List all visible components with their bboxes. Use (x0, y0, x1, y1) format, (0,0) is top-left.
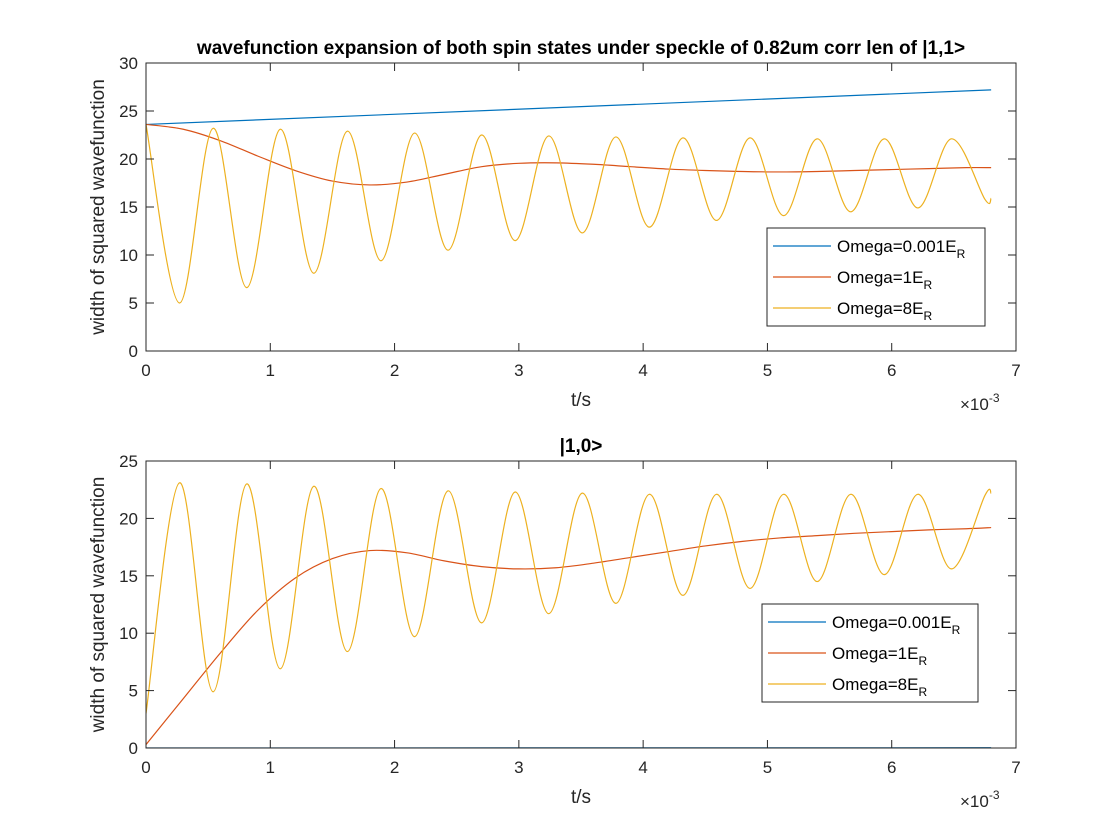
legend-entry-3: Omega=8ER (832, 675, 927, 699)
x-tick-label: 7 (1011, 758, 1020, 777)
legend-entry-3: Omega=8ER (837, 299, 932, 323)
legend-entry-1: Omega=0.001ER (832, 613, 961, 637)
y-tick-label: 0 (129, 739, 138, 758)
x-tick-label: 2 (390, 758, 399, 777)
y-tick-label: 20 (119, 509, 138, 528)
legend-entry-2: Omega=1ER (832, 644, 927, 668)
chart-title: wavefunction expansion of both spin stat… (196, 38, 965, 59)
series-group (146, 89, 992, 304)
x-tick-label: 6 (887, 758, 896, 777)
x-tick-label: 0 (141, 758, 150, 777)
y-tick-label: 5 (129, 294, 138, 313)
chart-panel-1: 0 1 2 3 4 5 6 7 0 5 10 15 20 25 30 ×10-3 t/s width of squ… (88, 38, 1021, 414)
x-tick-label: 3 (514, 361, 523, 380)
x-tick-label: 4 (638, 758, 647, 777)
chart-title: |1,0> (560, 436, 603, 457)
x-tick-label: 5 (763, 361, 772, 380)
x-axis-label: t/s (571, 787, 591, 808)
x-exponent-label: ×10-3 (960, 391, 1000, 414)
legend-entry-2: Omega=1ER (837, 268, 932, 292)
x-tick-label: 1 (266, 758, 275, 777)
x-exponent-label: ×10-3 (960, 788, 1000, 811)
legend: Omega=0.001ER Omega=1ER Omega=8ER (761, 603, 979, 703)
x-tick-label: 2 (390, 361, 399, 380)
y-tick-label: 0 (129, 342, 138, 361)
x-tick-label: 3 (514, 758, 523, 777)
chart-panel-2: 0 1 2 3 4 5 6 7 0 5 10 15 20 25 ×10-3 t/s width of squar… (88, 436, 1021, 811)
y-tick-label: 10 (119, 246, 138, 265)
y-tick-label: 30 (119, 54, 138, 73)
x-tick-label: 4 (638, 361, 647, 380)
x-tick-label: 0 (141, 361, 150, 380)
y-tick-label: 20 (119, 150, 138, 169)
y-tick-label: 25 (119, 102, 138, 121)
y-tick-label: 15 (119, 198, 138, 217)
legend: Omega=0.001ER Omega=1ER Omega=8ER (766, 227, 986, 327)
y-axis-label: width of squared wavefunction (88, 79, 109, 336)
series-line-2 (146, 526, 992, 745)
x-tick-label: 5 (763, 758, 772, 777)
y-tick-label: 5 (129, 682, 138, 701)
series-line-1 (146, 89, 992, 126)
legend-entry-1: Omega=0.001ER (837, 237, 966, 261)
y-tick-label: 10 (119, 624, 138, 643)
y-tick-label: 15 (119, 567, 138, 586)
series-line-3 (146, 482, 992, 714)
y-tick-label: 25 (119, 452, 138, 471)
axes-box (145, 460, 1017, 749)
x-tick-label: 6 (887, 361, 896, 380)
x-axis-label: t/s (571, 390, 591, 411)
y-axis-label: width of squared wavefunction (88, 477, 109, 734)
x-tick-label: 1 (266, 361, 275, 380)
series-line-3 (146, 124, 992, 304)
x-tick-label: 7 (1011, 361, 1020, 380)
